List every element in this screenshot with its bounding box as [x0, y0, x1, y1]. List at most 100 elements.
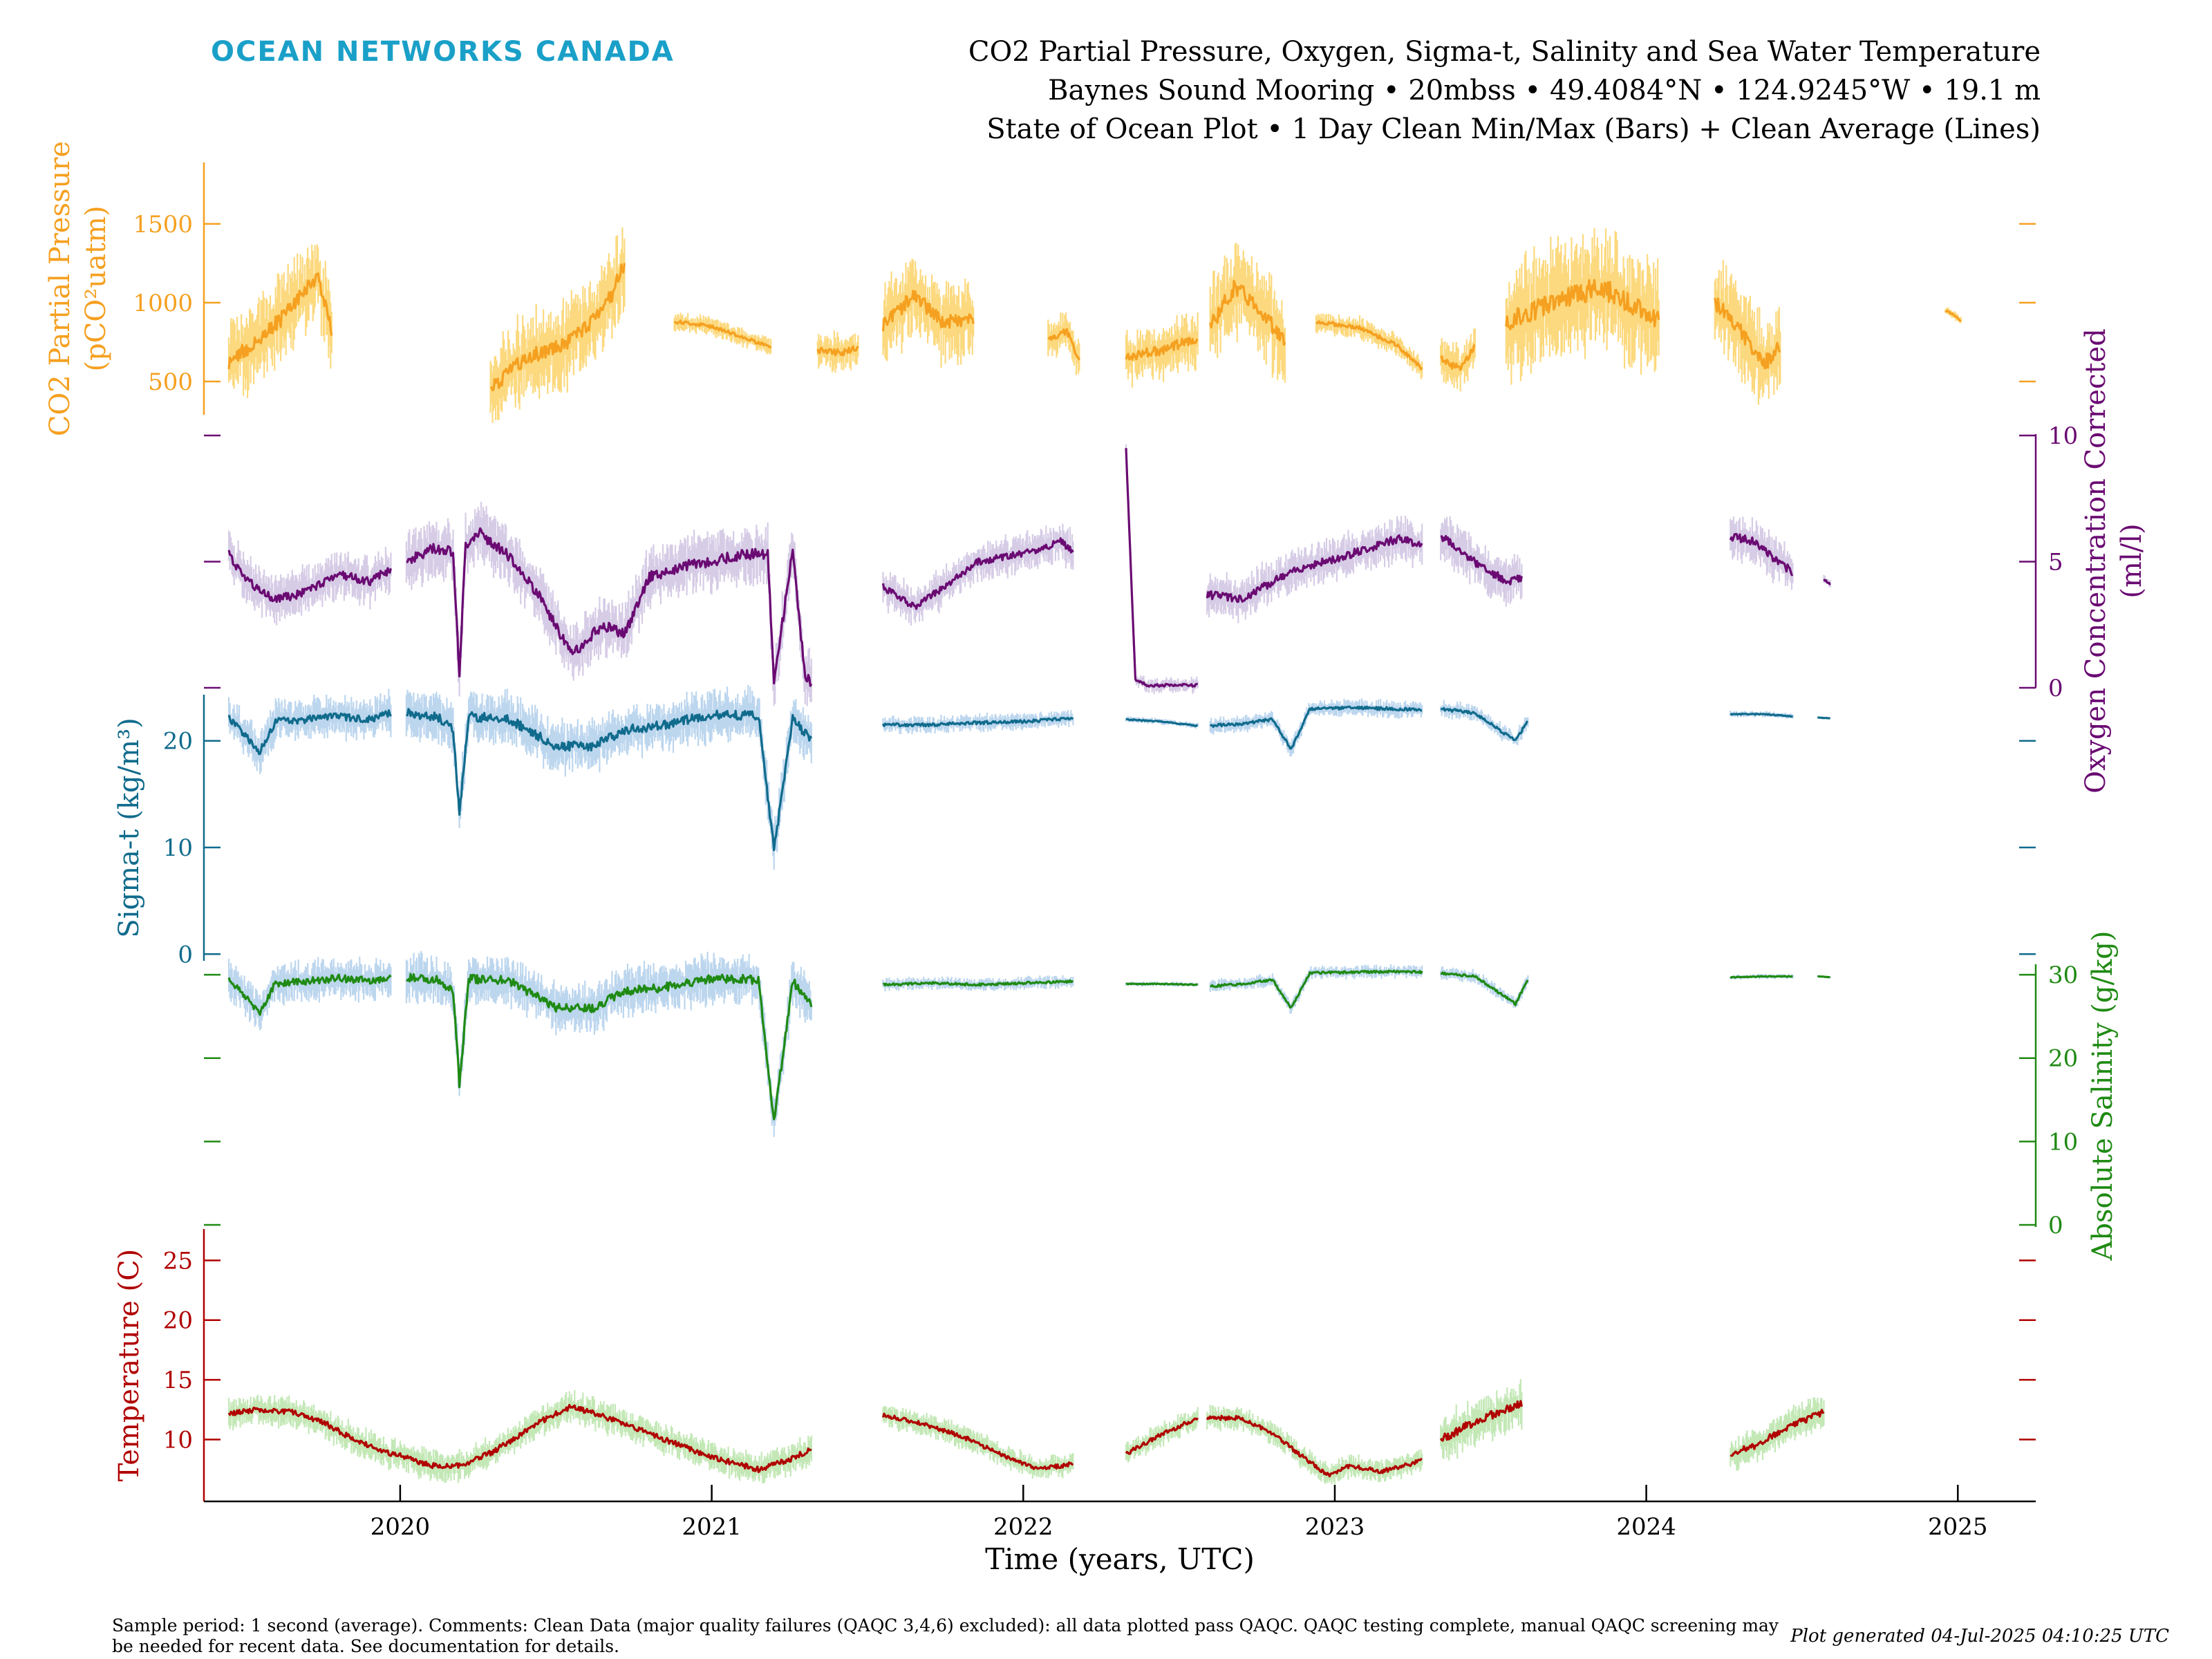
temperature-minmax-band-0: [228, 1390, 812, 1484]
salinity-average-line-6: [1730, 975, 1793, 979]
sigma-y-tick-label: 10: [163, 834, 193, 862]
x-tick-label: 2020: [371, 1513, 431, 1541]
sigma-minmax-band-0: [228, 688, 392, 774]
sigma-average-line-2: [882, 716, 1074, 728]
sigma-y-axis-title-line: Sigma-t (kg/m³): [113, 718, 145, 937]
co2-y-axis-title: CO2 Partial Pressure (pCO²uatm): [44, 141, 112, 436]
salinity-average-line-0: [227, 973, 392, 1016]
oxygen-minmax-band-6: [1730, 516, 1794, 590]
x-tick-label: 2022: [993, 1513, 1053, 1541]
co2-minmax-band-11: [1714, 259, 1781, 405]
co2-y-axis-title-line: (pCO²uatm): [80, 206, 112, 372]
co2-average-line-10: [1505, 279, 1660, 330]
co2-average-line-5: [1047, 328, 1080, 361]
temperature-average-line-3: [1206, 1414, 1423, 1478]
co2-average-line-3: [816, 345, 859, 357]
sigma-y-axis-title: Sigma-t (kg/m³): [113, 718, 145, 937]
salinity-y-axis-title-line: Absolute Salinity (g/kg): [2087, 930, 2119, 1261]
salinity-average-line-2: [882, 979, 1074, 987]
co2-minmax-band-4: [882, 259, 975, 368]
oxygen-minmax-band-1: [405, 502, 812, 706]
footer-comments: Sample period: 1 second (average). Comme…: [112, 1615, 1779, 1656]
temperature-average-line-2: [1125, 1417, 1199, 1455]
chart-title: CO2 Partial Pressure, Oxygen, Sigma-t, S…: [968, 36, 2041, 68]
co2-y-tick-label: 500: [148, 368, 193, 396]
salinity-y-axis-title: Absolute Salinity (g/kg): [2087, 930, 2119, 1261]
oxygen-y-axis-title-line: (ml/l): [2116, 523, 2148, 598]
oxygen-y-tick-label: 10: [2048, 422, 2078, 450]
sigma-average-line-0: [227, 709, 392, 756]
oxygen-average-line-5: [1440, 534, 1523, 585]
oxygen-minmax-band-3: [1125, 444, 1199, 695]
oxygen-minmax-band-2: [882, 523, 1074, 626]
co2-average-line-2: [673, 319, 772, 349]
co2-average-line-12: [1944, 310, 1962, 323]
x-axis-title: Time (years, UTC): [985, 1542, 1255, 1576]
sigma-average-line-1: [406, 708, 813, 852]
plot-generated-timestamp: Plot generated 04-Jul-2025 04:10:25 UTC: [1790, 1626, 2169, 1647]
co2-average-line-9: [1440, 344, 1476, 371]
oxygen-average-line-3: [1125, 448, 1198, 688]
sigma-average-line-6: [1730, 712, 1793, 718]
salinity-minmax-band-5: [1440, 966, 1529, 1009]
co2-minmax-band-7: [1209, 243, 1286, 383]
co2-average-line-0: [227, 272, 333, 369]
sigma-minmax-band-5: [1440, 700, 1529, 746]
oxygen-average-line-1: [406, 527, 813, 687]
co2-y-axis-title-line: CO2 Partial Pressure: [44, 141, 76, 436]
oxygen-average-line-7: [1823, 578, 1832, 585]
co2-y-tick-label: 1000: [133, 290, 193, 317]
x-tick-label: 2021: [682, 1513, 742, 1541]
co2-average-line-1: [490, 263, 626, 392]
temperature-average-line-4: [1439, 1400, 1523, 1442]
temperature-average-line-5: [1730, 1409, 1825, 1457]
co2-y-tick-label: 1500: [133, 211, 193, 238]
salinity-average-line-4: [1210, 969, 1423, 1009]
oxygen-average-line-2: [881, 537, 1074, 610]
sigma-y-tick-label: 20: [163, 728, 193, 756]
co2-minmax-band-5: [1047, 312, 1080, 375]
co2-average-line-7: [1209, 279, 1286, 346]
salinity-average-line-5: [1441, 971, 1529, 1006]
salinity-y-tick-label: 10: [2048, 1128, 2078, 1156]
min-max-bars: [228, 227, 1962, 1485]
temperature-y-axis-title: Temperature (C): [113, 1249, 145, 1482]
temperature-average-line-1: [881, 1412, 1074, 1470]
co2-minmax-band-2: [673, 312, 772, 355]
salinity-minmax-band-0: [228, 957, 392, 1031]
chart-subtitle-method: State of Ocean Plot • 1 Day Clean Min/Ma…: [986, 113, 2041, 145]
axes: [203, 162, 2037, 1503]
x-tick-label: 2023: [1305, 1513, 1365, 1541]
co2-minmax-band-1: [489, 227, 626, 423]
temperature-y-tick-label: 20: [163, 1307, 193, 1335]
oxygen-y-axis-title-line: Oxygen Concentration Corrected: [2080, 328, 2112, 794]
oxygen-average-line-6: [1729, 532, 1794, 577]
salinity-y-tick-label: 0: [2048, 1212, 2063, 1239]
oxygen-average-line-0: [227, 550, 392, 603]
ocean-networks-canada-logo: OCEAN NETWORKS CANADA: [211, 36, 675, 68]
oxygen-y-axis-title: Oxygen Concentration Corrected (ml/l): [2080, 328, 2148, 794]
temperature-y-tick-label: 10: [163, 1427, 193, 1454]
sigma-average-line-3: [1125, 718, 1198, 728]
oxygen-minmax-band-5: [1440, 516, 1523, 607]
x-tick-label: 2025: [1928, 1513, 1988, 1541]
temperature-average-line-0: [227, 1403, 812, 1473]
x-tick-label: 2024: [1616, 1513, 1676, 1541]
co2-average-line-6: [1125, 337, 1199, 361]
average-lines: [227, 263, 1962, 1478]
salinity-average-line-1: [406, 973, 813, 1121]
chart-subtitle-location: Baynes Sound Mooring • 20mbss • 49.4084°…: [1048, 75, 2041, 106]
sigma-y-tick-label: 0: [178, 941, 193, 968]
salinity-average-line-7: [1817, 975, 1830, 979]
co2-average-line-8: [1315, 320, 1423, 371]
temperature-y-axis-title-line: Temperature (C): [113, 1249, 145, 1482]
salinity-y-tick-label: 20: [2048, 1045, 2078, 1073]
co2-average-line-11: [1714, 297, 1781, 370]
salinity-average-line-3: [1125, 982, 1198, 986]
oxygen-minmax-band-4: [1206, 516, 1423, 624]
oxygen-y-tick-label: 0: [2048, 675, 2063, 702]
sigma-average-line-5: [1441, 706, 1528, 742]
oxygen-y-tick-label: 5: [2048, 549, 2063, 577]
